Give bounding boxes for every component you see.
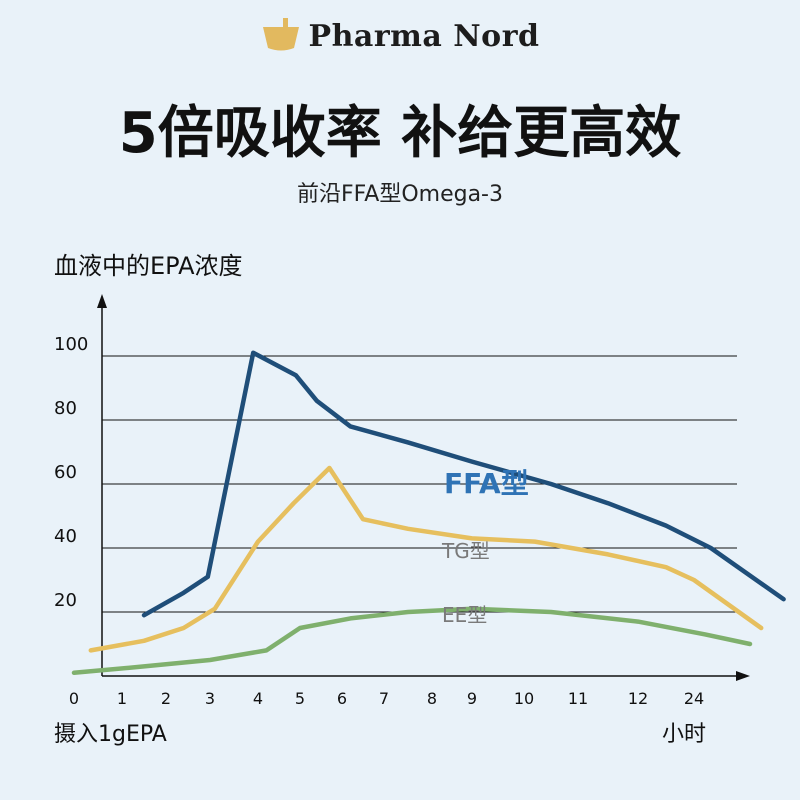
- y-tick-label: 100: [54, 334, 88, 355]
- page-subtitle: 前沿FFA型Omega-3: [296, 182, 503, 207]
- y-tick-label: 20: [54, 590, 77, 611]
- x-tick-label: 0: [69, 689, 79, 708]
- x-tick-label: 6: [337, 689, 347, 708]
- series-line-2: [71, 606, 753, 676]
- page-title: 5倍吸收率 补给更高效: [118, 101, 682, 166]
- brand-name: Pharma Nord: [308, 18, 540, 54]
- x-tick-label: 1: [117, 689, 127, 708]
- y-axis-arrow: [97, 294, 107, 308]
- x-tick-label: 8: [427, 689, 437, 708]
- series-label: EE型: [442, 603, 487, 627]
- x-tick-label: 24: [684, 689, 704, 708]
- x-tick-label: 3: [205, 689, 215, 708]
- x-tick-label: 2: [161, 689, 171, 708]
- y-tick-label: 40: [54, 526, 77, 547]
- series-label: FFA型: [444, 467, 529, 500]
- brand-logo: Pharma Nord: [0, 18, 800, 54]
- x-axis-unit-label: 小时: [662, 722, 707, 747]
- y-axis-label: 血液中的EPA浓度: [54, 252, 243, 280]
- series-label: TG型: [441, 539, 490, 563]
- y-tick-label: 60: [54, 462, 77, 483]
- x-axis-arrow: [736, 671, 750, 681]
- x-tick-label: 5: [295, 689, 305, 708]
- mortar-pestle-icon: [262, 18, 299, 51]
- x-tick-label: 10: [514, 689, 534, 708]
- x-tick-label: 4: [253, 689, 263, 708]
- x-tick-label: 9: [467, 689, 477, 708]
- series-line-0: [141, 350, 786, 618]
- x-tick-label: 11: [568, 689, 588, 708]
- x-tick-label: 7: [379, 689, 389, 708]
- x-axis-start-label: 摄入1gEPA: [54, 722, 167, 747]
- y-tick-label: 80: [54, 398, 77, 419]
- series-line-1: [88, 465, 764, 653]
- x-tick-label: 12: [628, 689, 648, 708]
